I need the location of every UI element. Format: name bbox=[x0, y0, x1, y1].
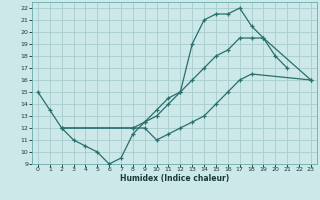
X-axis label: Humidex (Indice chaleur): Humidex (Indice chaleur) bbox=[120, 174, 229, 183]
